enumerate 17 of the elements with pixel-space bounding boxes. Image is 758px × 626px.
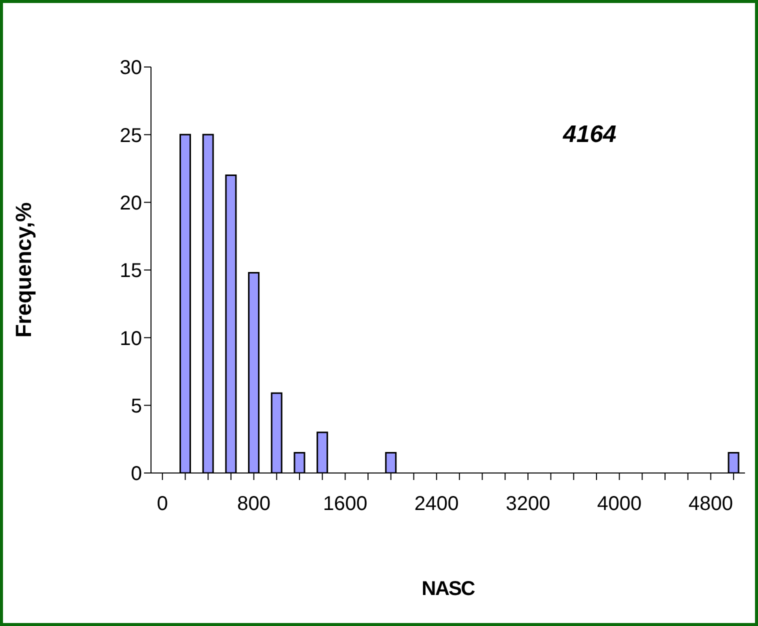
y-tick-label: 20: [120, 192, 142, 214]
x-tick-label: 1600: [322, 493, 368, 516]
annotation: 4164: [563, 121, 616, 149]
y-tick-label: 30: [120, 57, 142, 80]
x-axis-title: NASC: [422, 578, 475, 600]
x-tick-label: 4000: [597, 493, 642, 516]
y-tick-label: 0: [130, 463, 142, 486]
y-tick-label: 10: [120, 328, 142, 350]
x-tick-label: 800: [237, 493, 270, 516]
y-tick-label: 5: [130, 395, 142, 418]
x-tick-label: 2400: [414, 493, 459, 516]
y-axis-title: Frequency,%: [10, 202, 36, 338]
x-tick-label: 4800: [688, 493, 733, 516]
y-tick-label: 15: [120, 260, 142, 282]
y-tick-label: 25: [120, 124, 142, 147]
x-tick-label: 3200: [506, 493, 550, 516]
x-tick-label: 0: [156, 493, 168, 516]
